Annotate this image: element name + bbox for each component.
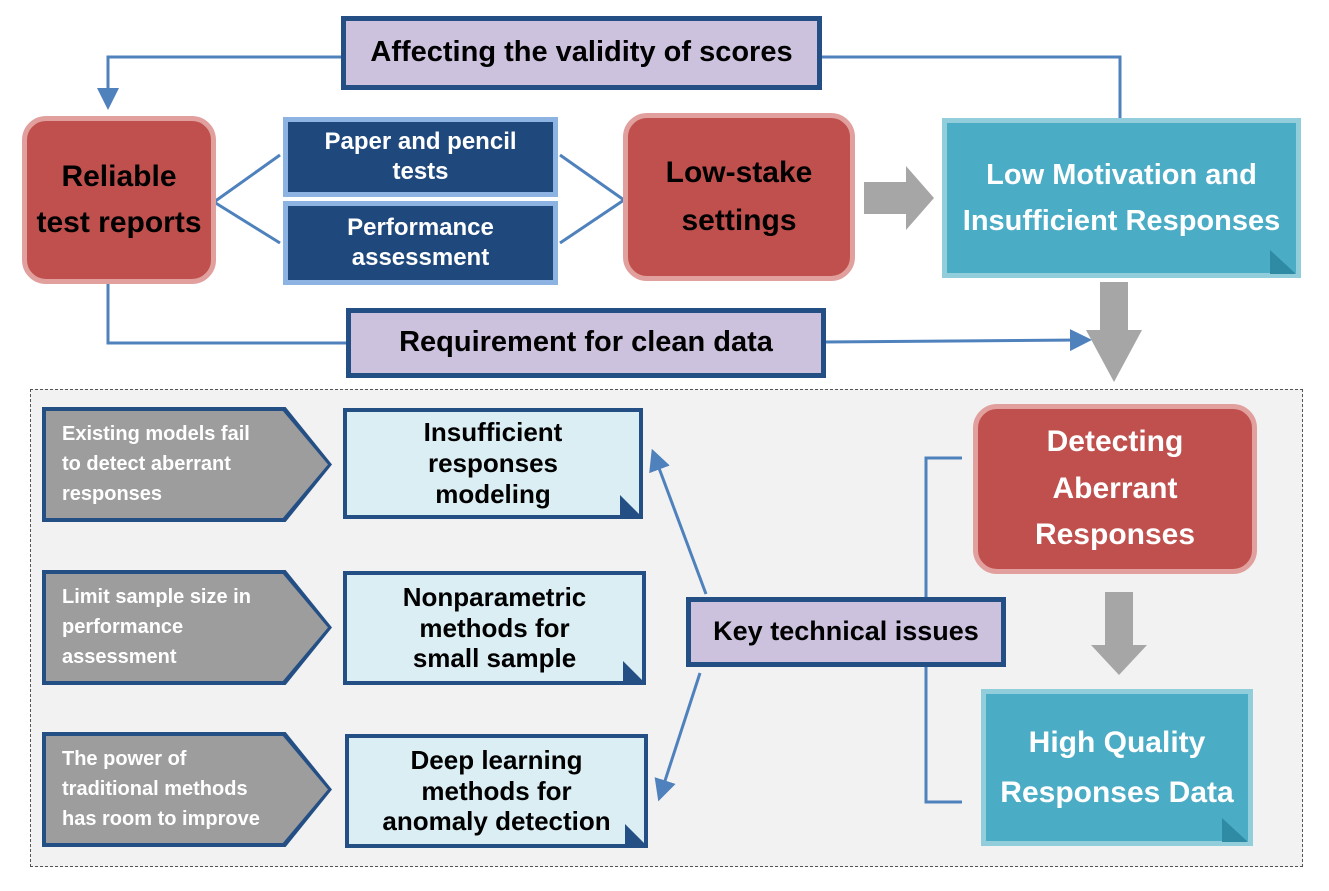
high-quality-label: High Quality Responses Data [1000, 726, 1234, 809]
reliable-reports-label: Reliable test reports [36, 159, 202, 240]
high-quality-fold [1222, 818, 1248, 842]
key-issues-label: Key technical issues [713, 616, 979, 647]
detecting-label: Detecting Aberrant Responses [1034, 425, 1196, 552]
key-to-insufficient-arrow [649, 448, 708, 595]
clean-data-line-left [106, 282, 348, 345]
motivation-to-detecting-arrow [1086, 282, 1142, 382]
paper-pencil-label: Paper and pencil tests [324, 128, 517, 185]
low-motivation-fold [1270, 250, 1296, 274]
problem-arrow-1: Existing models fail to detect aberrant … [42, 407, 332, 522]
fork-line-performance-lowstake [559, 198, 625, 245]
method-label-1: Insufficient responses modeling [423, 417, 563, 509]
fork-line-reliable-performance [213, 200, 281, 245]
method-label-3: Deep learning methods for anomaly detect… [382, 744, 611, 837]
paper-pencil-box: Paper and pencil tests [283, 117, 558, 197]
validity-feedback-line-left [97, 55, 343, 110]
method-fold-2 [623, 661, 645, 683]
low-motivation-box: Low Motivation and Insufficient Response… [942, 118, 1301, 278]
low-stake-box: Low-stake settings [623, 113, 855, 281]
method-box-2: Nonparametric methods for small sample [343, 571, 646, 685]
clean-data-line-right [823, 329, 1092, 352]
clean-data-label-box: Requirement for clean data [346, 308, 826, 378]
validity-label-box: Affecting the validity of scores [341, 16, 822, 90]
problem-arrow-3: The power of traditional methods has roo… [42, 732, 332, 847]
problem-label-1: Existing models fail to detect aberrant … [46, 411, 328, 518]
key-to-deep-learning-arrow [654, 672, 702, 802]
detecting-to-highquality-arrow [1091, 592, 1147, 675]
problem-label-2: Limit sample size in performance assessm… [46, 574, 328, 681]
method-box-1: Insufficient responses modeling [343, 408, 643, 519]
key-issues-box: Key technical issues [686, 597, 1006, 667]
method-label-2: Nonparametric methods for small sample [402, 581, 587, 674]
clean-data-label: Requirement for clean data [399, 326, 773, 359]
lowstake-to-motivation-arrow [864, 166, 934, 230]
method-fold-3 [625, 824, 647, 846]
fork-line-reliable-paper [213, 153, 281, 204]
method-fold-1 [620, 495, 642, 517]
detecting-box: Detecting Aberrant Responses [973, 404, 1257, 574]
problem-arrow-2: Limit sample size in performance assessm… [42, 570, 332, 685]
performance-box: Performance assessment [283, 201, 558, 285]
validity-feedback-line [820, 55, 1122, 118]
high-quality-box: High Quality Responses Data [981, 689, 1253, 846]
method-box-3: Deep learning methods for anomaly detect… [345, 734, 648, 848]
performance-label: Performance assessment [347, 214, 494, 271]
low-motivation-label: Low Motivation and Insufficient Response… [962, 158, 1281, 237]
low-stake-label: Low-stake settings [665, 156, 813, 237]
problem-label-3: The power of traditional methods has roo… [46, 736, 328, 843]
fork-line-paper-lowstake [559, 153, 625, 202]
reliable-reports-box: Reliable test reports [22, 116, 216, 284]
validity-label: Affecting the validity of scores [370, 36, 793, 69]
